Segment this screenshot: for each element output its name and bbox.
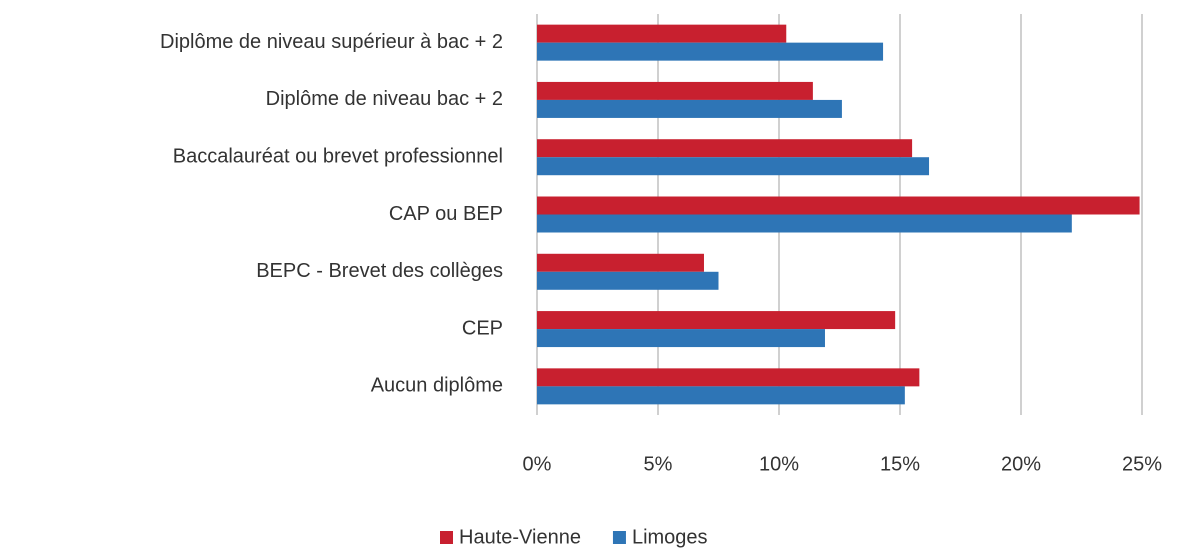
bar xyxy=(537,81,813,100)
bar xyxy=(537,311,896,330)
bar xyxy=(537,42,884,61)
legend-swatch xyxy=(612,531,626,544)
x-tick-label: 15% xyxy=(880,453,920,475)
y-tick-label: CAP ou BEP xyxy=(389,203,503,225)
bar xyxy=(537,157,930,176)
y-tick-label: Diplôme de niveau bac + 2 xyxy=(266,88,503,110)
legend-swatch xyxy=(440,531,453,544)
x-tick-label: 25% xyxy=(1122,453,1162,475)
bar xyxy=(537,253,704,272)
x-tick-label: 20% xyxy=(1001,453,1041,475)
bar xyxy=(537,139,913,158)
bar xyxy=(537,368,920,387)
y-tick-label: BEPC - Brevet des collèges xyxy=(256,260,503,282)
legend-label: Limoges xyxy=(632,526,708,548)
bar xyxy=(537,386,905,405)
bar xyxy=(537,271,719,290)
y-tick-label: Diplôme de niveau supérieur à bac + 2 xyxy=(160,31,503,53)
y-tick-label: Baccalauréat ou brevet professionnel xyxy=(173,145,503,167)
y-tick-label: Aucun diplôme xyxy=(371,375,503,397)
bar xyxy=(537,329,825,348)
y-tick-label: CEP xyxy=(462,317,503,339)
bar xyxy=(537,24,787,43)
bar xyxy=(537,99,842,118)
bar xyxy=(537,196,1140,215)
bar xyxy=(537,214,1072,233)
legend-label: Haute-Vienne xyxy=(459,526,581,548)
x-tick-label: 5% xyxy=(644,453,673,475)
x-tick-label: 10% xyxy=(759,453,799,475)
x-tick-label: 0% xyxy=(523,453,552,475)
